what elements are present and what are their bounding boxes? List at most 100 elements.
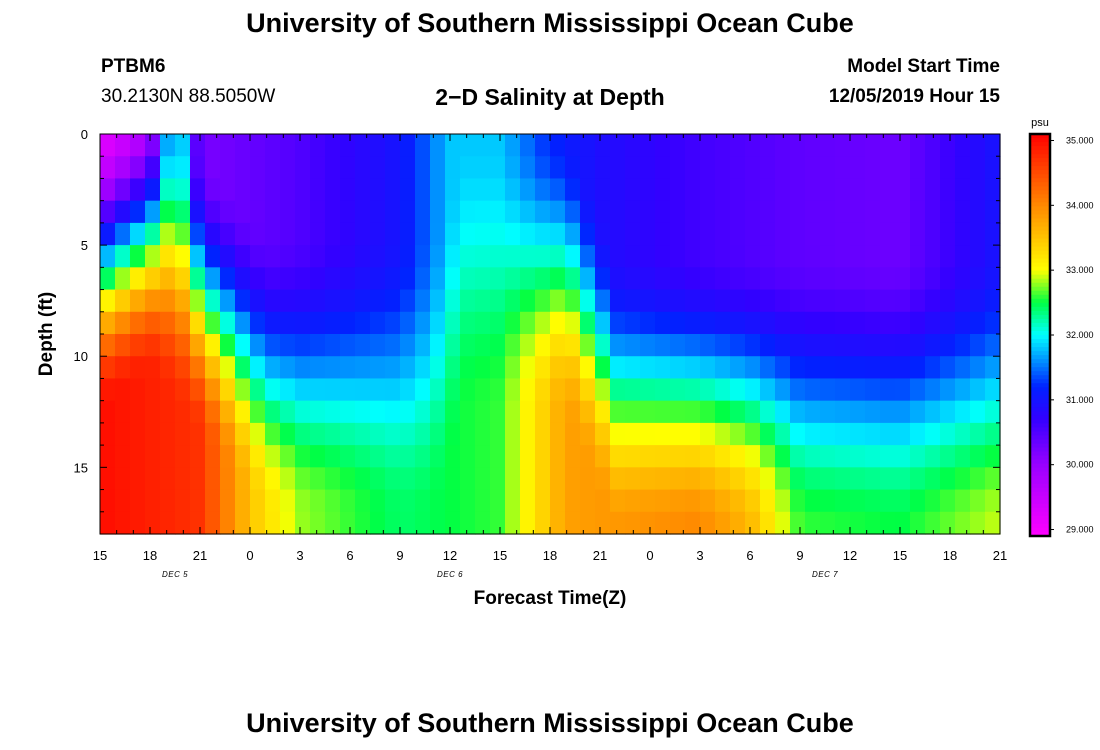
heatmap-cell: [655, 134, 671, 157]
heatmap-cell: [955, 134, 971, 157]
heatmap-cell: [955, 445, 971, 468]
heatmap-cell: [490, 422, 506, 446]
heatmap-cell: [865, 178, 881, 202]
heatmap-cell: [385, 311, 401, 335]
heatmap-cell: [865, 134, 881, 157]
heatmap-cell: [295, 400, 311, 424]
heatmap-cell: [880, 445, 896, 468]
heatmap-cell: [580, 200, 596, 224]
heatmap-cell: [175, 378, 191, 402]
heatmap-cell: [100, 156, 116, 180]
heatmap-cell: [430, 489, 446, 513]
heatmap-cell: [835, 400, 851, 424]
heatmap-cell: [295, 356, 311, 380]
heatmap-cell: [340, 511, 356, 535]
heatmap-cell: [340, 156, 356, 180]
heatmap-cell: [985, 511, 1001, 535]
heatmap-cell: [685, 356, 701, 380]
heatmap-cell: [670, 334, 686, 357]
heatmap-cell: [700, 378, 716, 402]
y-tick-label: 15: [74, 460, 88, 475]
heatmap-cell: [745, 356, 761, 380]
heatmap-cell: [475, 334, 491, 357]
heatmap-cell: [265, 267, 281, 291]
heatmap-cell: [430, 400, 446, 424]
heatmap-cell: [805, 511, 821, 535]
heatmap-cell: [160, 489, 176, 513]
heatmap-cell: [535, 200, 551, 224]
heatmap-cell: [190, 489, 206, 513]
heatmap-cell: [790, 245, 806, 268]
heatmap-cell: [280, 422, 296, 446]
heatmap-cell: [340, 334, 356, 357]
heatmap-cell: [220, 467, 236, 491]
heatmap-cell: [175, 311, 191, 335]
heatmap-cell: [625, 400, 641, 424]
heatmap-cell: [805, 467, 821, 491]
heatmap-cell: [775, 489, 791, 513]
heatmap-cell: [580, 511, 596, 535]
heatmap-cell: [835, 156, 851, 180]
heatmap-cell: [760, 378, 776, 402]
heatmap-cell: [745, 222, 761, 246]
colorbar-segment: [1030, 415, 1050, 421]
heatmap-cell: [910, 445, 926, 468]
heatmap-cell: [250, 134, 266, 157]
heatmap-cell: [190, 334, 206, 357]
heatmap-cell: [340, 178, 356, 202]
heatmap-cell: [565, 222, 581, 246]
heatmap-cell: [130, 511, 146, 535]
heatmap-cell: [535, 511, 551, 535]
heatmap-cell: [850, 222, 866, 246]
heatmap-cell: [265, 445, 281, 468]
heatmap-cell: [685, 400, 701, 424]
heatmap-cell: [160, 289, 176, 313]
heatmap-cell: [790, 467, 806, 491]
heatmap-cell: [700, 511, 716, 535]
heatmap-cell: [760, 400, 776, 424]
heatmap-cell: [835, 356, 851, 380]
heatmap-cell: [340, 222, 356, 246]
colorbar-segment: [1030, 419, 1050, 425]
heatmap-cell: [685, 178, 701, 202]
heatmap-cell: [325, 422, 341, 446]
heatmap-cell: [595, 178, 611, 202]
heatmap-cell: [175, 267, 191, 291]
heatmap-cell: [355, 178, 371, 202]
heatmap-cell: [175, 222, 191, 246]
heatmap-cell: [565, 334, 581, 357]
heatmap-cell: [925, 267, 941, 291]
heatmap-cell: [145, 311, 161, 335]
heatmap-cell: [775, 378, 791, 402]
heatmap-cell: [910, 156, 926, 180]
heatmap-cell: [835, 267, 851, 291]
heatmap-cell: [265, 489, 281, 513]
heatmap-cell: [565, 356, 581, 380]
heatmap-cell: [340, 445, 356, 468]
heatmap-cell: [100, 245, 116, 268]
heatmap-cell: [415, 334, 431, 357]
heatmap-cell: [640, 400, 656, 424]
heatmap-cell: [355, 489, 371, 513]
heatmap-cell: [625, 489, 641, 513]
heatmap-cell: [670, 134, 686, 157]
colorbar-segment: [1030, 491, 1050, 497]
heatmap-cell: [895, 178, 911, 202]
heatmap-cell: [895, 400, 911, 424]
heatmap-cell: [790, 311, 806, 335]
heatmap-cell: [445, 289, 461, 313]
heatmap-cell: [205, 489, 221, 513]
heatmap-cell: [805, 445, 821, 468]
colorbar-segment: [1030, 431, 1050, 437]
heatmap-cell: [250, 400, 266, 424]
heatmap-cell: [520, 178, 536, 202]
x-axis: 15 18 21 0 3 6 9 12 15 18 21 0 3 6 9 12 15 18 21 DEC 5 DEC 6…: [93, 134, 1007, 579]
heatmap-cell: [100, 378, 116, 402]
heatmap-cell: [955, 200, 971, 224]
heatmap-cell: [160, 400, 176, 424]
heatmap-cell: [205, 356, 221, 380]
heatmap-cell: [175, 156, 191, 180]
heatmap-cell: [700, 245, 716, 268]
heatmap-cell: [340, 400, 356, 424]
heatmap-cell: [145, 445, 161, 468]
